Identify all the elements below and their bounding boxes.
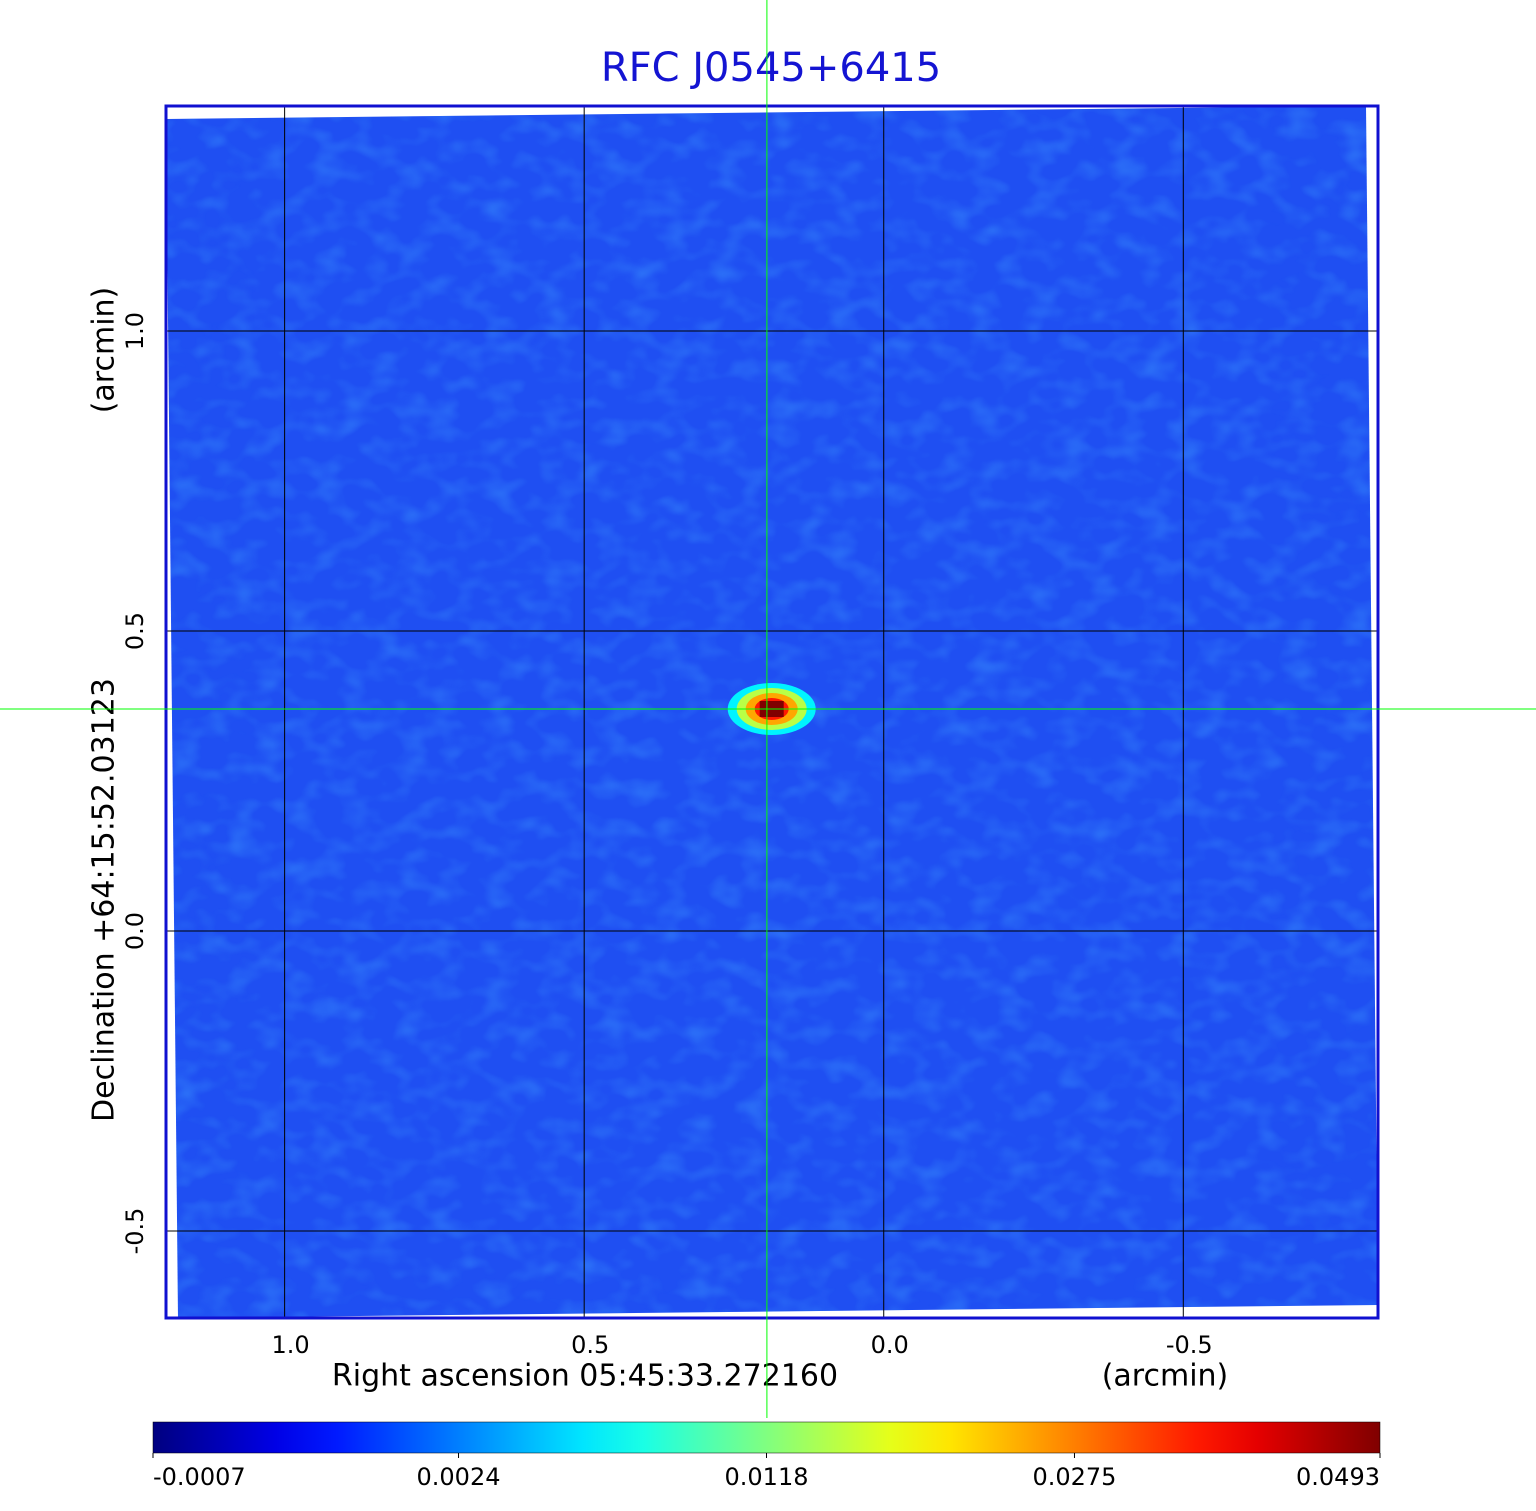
colorbar-tick-label: 0.0493 — [1296, 1463, 1380, 1491]
frame — [164, 104, 1380, 1320]
y-axis-unit: (arcmin) — [87, 287, 122, 414]
x-axis-unit: (arcmin) — [1102, 1359, 1229, 1394]
y-axis-label: Declination +64:15:52.03123 — [87, 678, 122, 1122]
x-tick-label: 0.0 — [871, 1331, 909, 1359]
x-tick-label: -0.5 — [1166, 1331, 1213, 1359]
y-tick-label: 0.0 — [121, 912, 149, 950]
colorbar-tick-label: -0.0007 — [153, 1463, 246, 1491]
grid — [166, 106, 1378, 1318]
chart-title: RFC J0545+6415 — [601, 45, 941, 91]
y-tick-label: 1.0 — [121, 312, 149, 350]
y-tick-label: 0.5 — [121, 612, 149, 650]
colorbar-tick-label: 0.0118 — [725, 1463, 809, 1491]
colorbar — [152, 1421, 1381, 1454]
y-tick-label: -0.5 — [121, 1208, 149, 1255]
colorbar-tick-label: 0.0275 — [1032, 1463, 1116, 1491]
x-axis-label: Right ascension 05:45:33.272160 — [332, 1359, 838, 1394]
x-tick-label: 1.0 — [272, 1331, 310, 1359]
x-tick-label: 0.5 — [571, 1331, 609, 1359]
colorbar-tick-label: 0.0024 — [417, 1463, 501, 1491]
